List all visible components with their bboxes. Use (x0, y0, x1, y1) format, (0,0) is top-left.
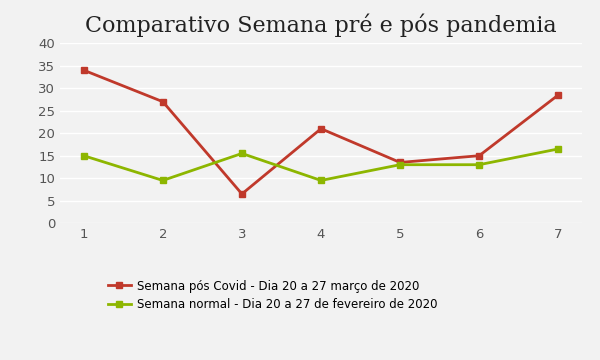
Legend: Semana pós Covid - Dia 20 a 27 março de 2020, Semana normal - Dia 20 a 27 de fev: Semana pós Covid - Dia 20 a 27 março de … (107, 279, 437, 311)
Title: Comparativo Semana pré e pós pandemia: Comparativo Semana pré e pós pandemia (85, 14, 557, 37)
Semana pós Covid - Dia 20 a 27 março de 2020 (238, 192, 245, 196)
Semana normal - Dia 20 a 27 de fevereiro de 2020 (80, 153, 88, 158)
Line: Semana pós Covid - Dia 20 a 27 março de 2020: Semana pós Covid - Dia 20 a 27 março de … (81, 67, 561, 197)
Line: Semana normal - Dia 20 a 27 de fevereiro de 2020: Semana normal - Dia 20 a 27 de fevereiro… (81, 146, 561, 183)
Semana normal - Dia 20 a 27 de fevereiro de 2020 (159, 178, 166, 183)
Semana normal - Dia 20 a 27 de fevereiro de 2020 (317, 178, 325, 183)
Semana pós Covid - Dia 20 a 27 março de 2020 (80, 68, 88, 72)
Semana normal - Dia 20 a 27 de fevereiro de 2020 (397, 162, 404, 167)
Semana normal - Dia 20 a 27 de fevereiro de 2020 (554, 147, 562, 151)
Semana normal - Dia 20 a 27 de fevereiro de 2020 (238, 151, 245, 156)
Semana pós Covid - Dia 20 a 27 março de 2020 (397, 160, 404, 165)
Semana pós Covid - Dia 20 a 27 março de 2020 (476, 153, 483, 158)
Semana pós Covid - Dia 20 a 27 março de 2020 (554, 93, 562, 97)
Semana pós Covid - Dia 20 a 27 março de 2020 (159, 99, 166, 104)
Semana pós Covid - Dia 20 a 27 março de 2020 (317, 126, 325, 131)
Semana normal - Dia 20 a 27 de fevereiro de 2020 (476, 162, 483, 167)
